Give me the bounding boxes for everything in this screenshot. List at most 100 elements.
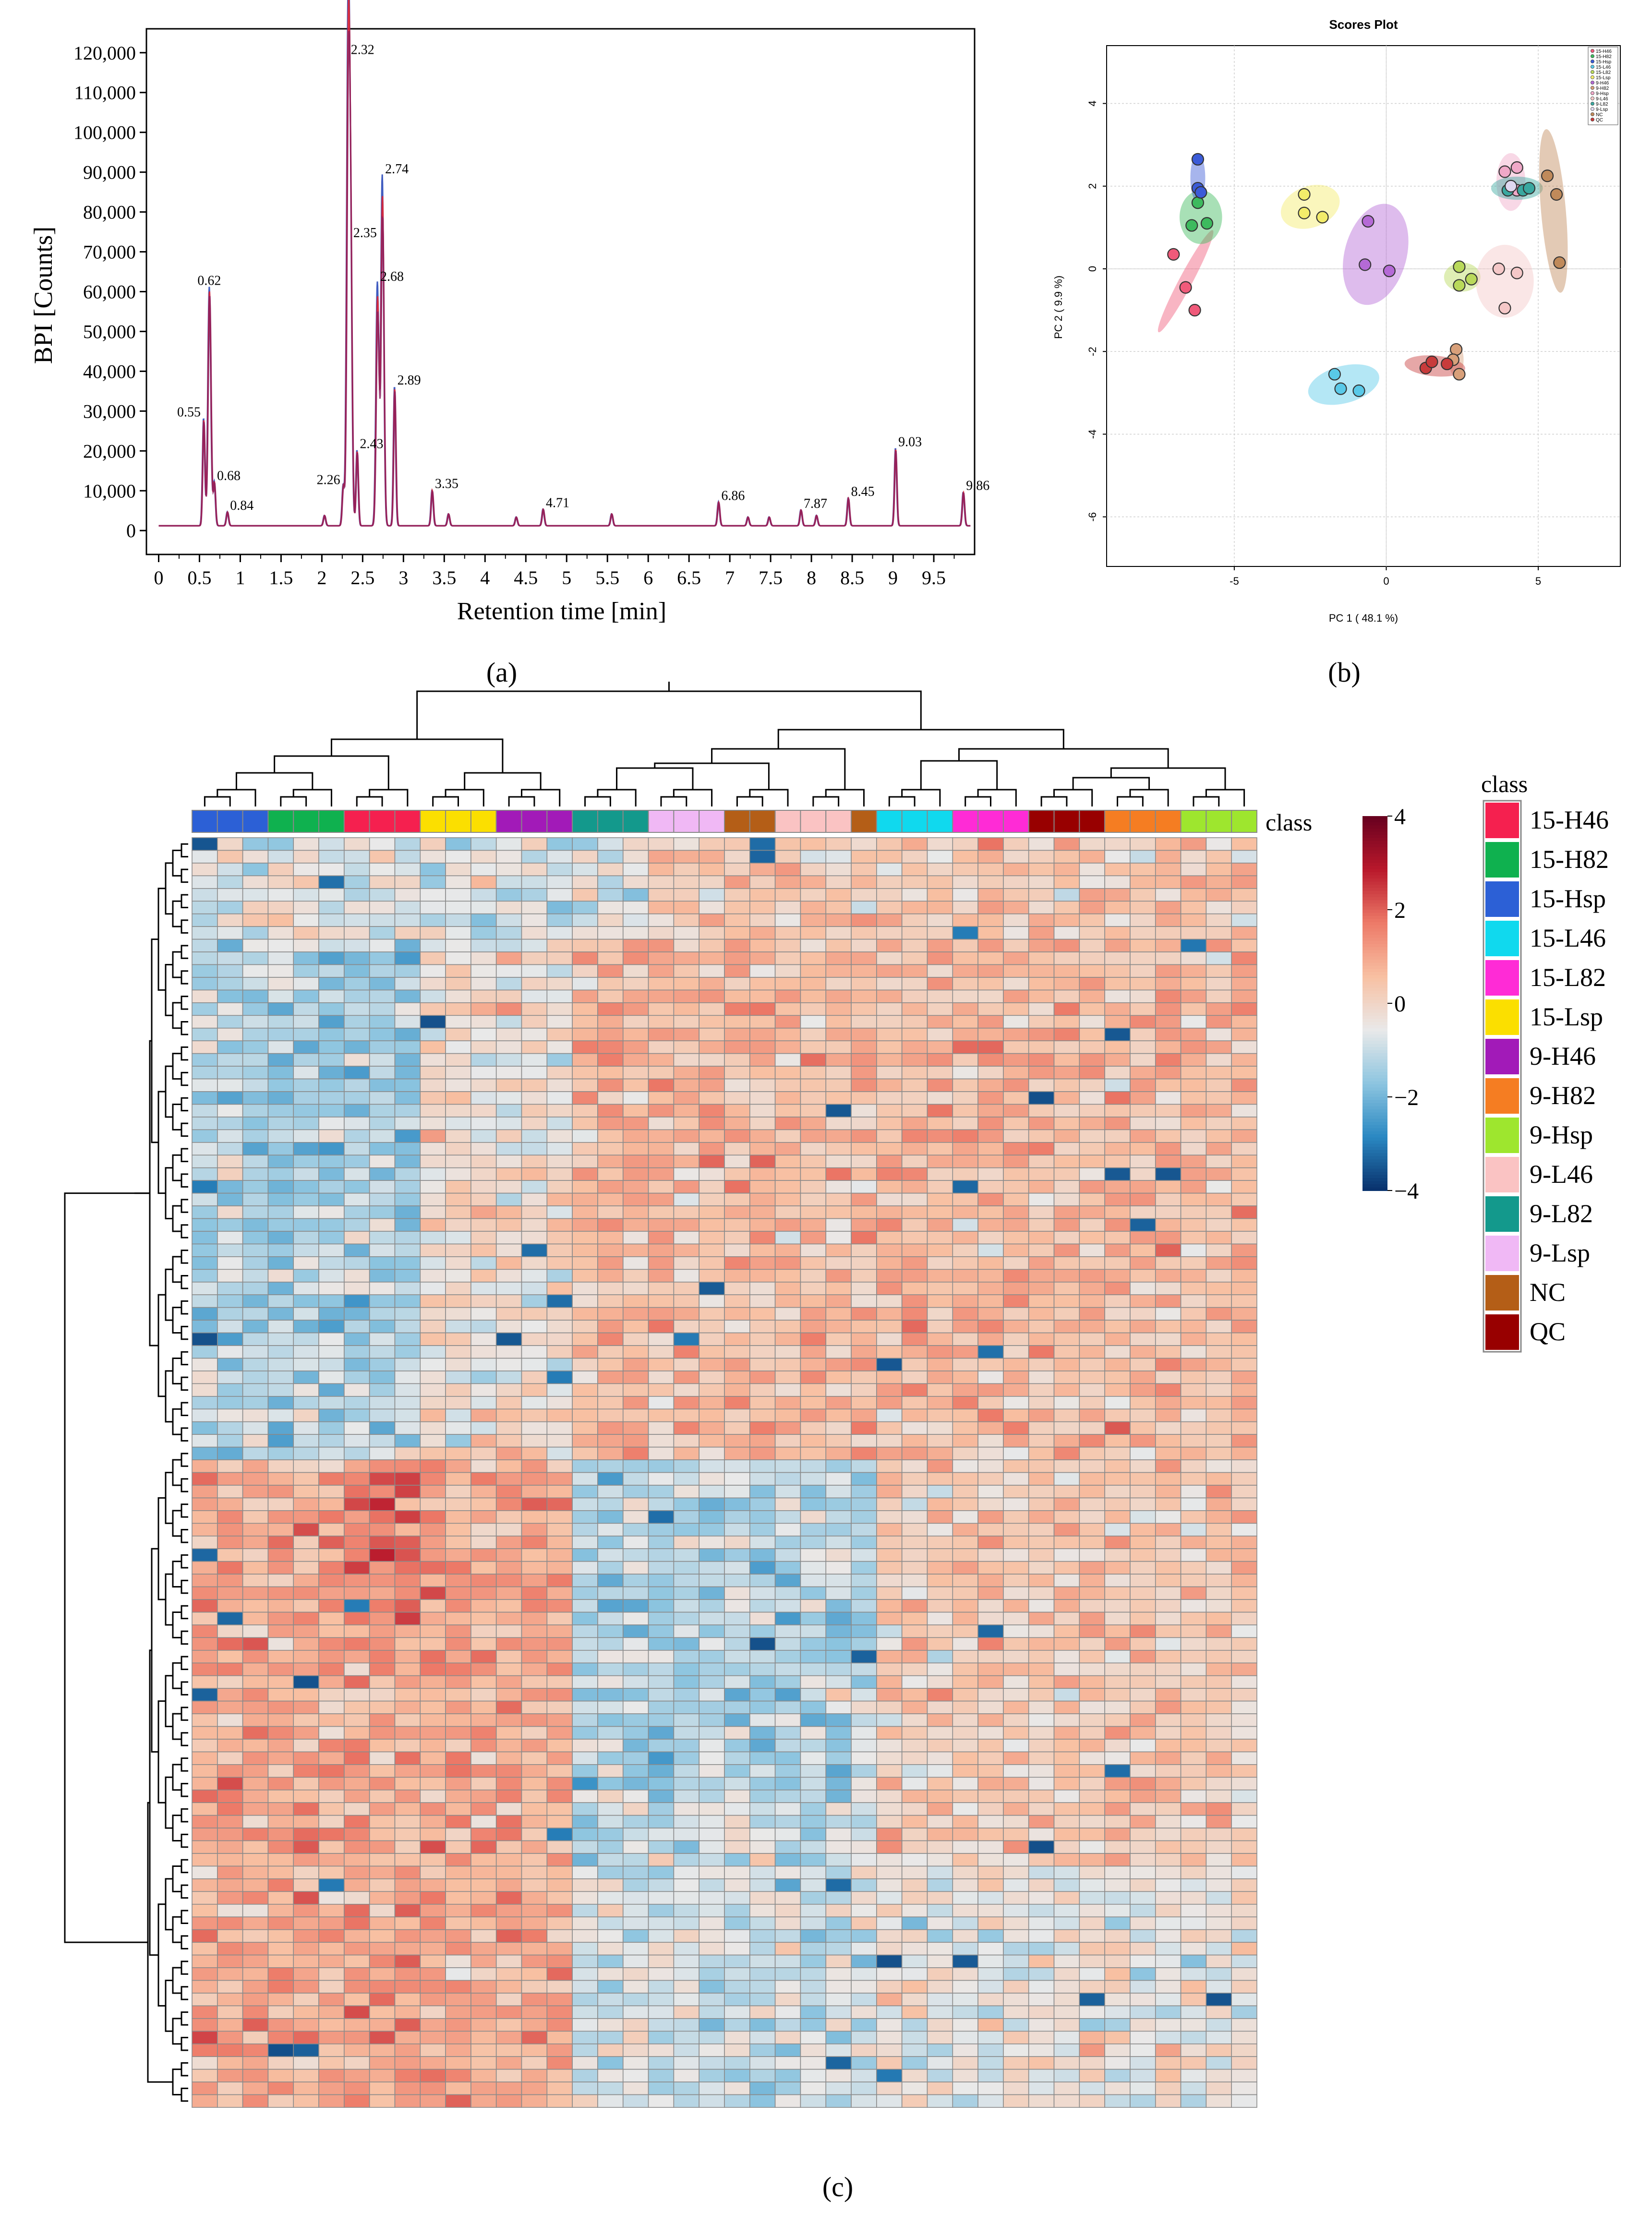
heatmap-cell [673, 1408, 699, 1422]
heatmap-cell [800, 2018, 827, 2032]
heatmap-cell [825, 1751, 852, 1765]
heatmap-cell [1028, 1155, 1055, 1168]
colorbar-segment [1363, 938, 1387, 941]
heatmap-cell [977, 2081, 1004, 2095]
heatmap-cell [1130, 1535, 1156, 1550]
heatmap-cell [293, 1739, 319, 1753]
heatmap-cell [699, 1713, 725, 1727]
heatmap-cell [1206, 1167, 1232, 1181]
heatmap-cell [724, 951, 750, 965]
heatmap-cell [648, 1142, 675, 1156]
heatmap-cell [267, 1078, 294, 1092]
dendrogram-link [151, 1548, 158, 1753]
heatmap-cell [293, 1904, 319, 1918]
heatmap-cell [597, 1535, 624, 1550]
heatmap-cell [876, 1802, 903, 1816]
heatmap-cell [876, 1789, 903, 1804]
heatmap-cell [876, 964, 903, 978]
heatmap-cell [977, 2018, 1004, 2032]
heatmap-cell [420, 964, 446, 978]
class-legend-swatch [1484, 1117, 1520, 1154]
heatmap-cell [217, 1269, 243, 1283]
point-15-H46 [1167, 248, 1180, 261]
heatmap-cell [420, 1777, 446, 1791]
dendrogram-link [172, 1865, 181, 1892]
heatmap-cell [851, 1040, 877, 1054]
heatmap-cell [800, 1281, 827, 1296]
heatmap-cell [217, 1599, 243, 1613]
colorbar-segment [1363, 831, 1387, 835]
class-cell [673, 810, 700, 833]
heatmap-cell [470, 1802, 497, 1816]
heatmap-cell [293, 1535, 319, 1550]
heatmap-cell [344, 1802, 370, 1816]
heatmap-cell [724, 837, 750, 851]
heatmap-cell [1053, 2031, 1080, 2045]
peak-label: 4.71 [546, 495, 569, 510]
heatmap-cell [521, 863, 548, 877]
dendrogram-link [181, 1529, 188, 1543]
heatmap-cell [369, 850, 396, 864]
heatmap-cell [572, 1027, 598, 1042]
heatmap-cell [876, 1002, 903, 1016]
heatmap-cell [293, 1713, 319, 1727]
colorbar-tick-label: 0 [1394, 991, 1406, 1017]
heatmap-cell [825, 1599, 852, 1613]
heatmap-cell [470, 1637, 497, 1651]
heatmap-cell [1231, 2056, 1257, 2070]
heatmap-cell [851, 1002, 877, 1016]
heatmap-cell [901, 1053, 928, 1067]
heatmap-cell [825, 2069, 852, 2082]
heatmap-cell [420, 1713, 446, 1727]
heatmap-cell [445, 1802, 471, 1816]
heatmap-cell [192, 1815, 218, 1828]
heatmap-cell [876, 1129, 903, 1143]
heatmap-cell [1155, 951, 1182, 965]
heatmap-cell [369, 1053, 396, 1067]
heatmap-cell [267, 989, 294, 1003]
heatmap-cell [394, 1739, 421, 1753]
heatmap-cell [420, 989, 446, 1003]
heatmap-cell [192, 1904, 218, 1918]
heatmap-cell [1028, 1535, 1055, 1550]
heatmap-cell [546, 2043, 573, 2057]
heatmap-cell [851, 1078, 877, 1092]
heatmap-cell [1155, 875, 1182, 889]
heatmap-cell [699, 1904, 725, 1918]
heatmap-cell [977, 1624, 1004, 1638]
heatmap-cell [1206, 1383, 1232, 1397]
heatmap-cell [622, 1700, 649, 1714]
heatmap-cell [1003, 1713, 1029, 1727]
heatmap-cell [977, 1015, 1004, 1029]
heatmap-cell [774, 888, 801, 902]
heatmap-cell [749, 1371, 776, 1384]
heatmap-cell [572, 1434, 598, 1448]
heatmap-cell [1079, 1929, 1105, 1943]
heatmap-cell [952, 1446, 978, 1460]
heatmap-cell [369, 1739, 396, 1753]
heatmap-cell [749, 1358, 776, 1371]
heatmap-cell [800, 1078, 827, 1092]
heatmap-cell [293, 1332, 319, 1346]
heatmap-cell [470, 2031, 497, 2045]
heatmap-cell [800, 1320, 827, 1334]
heatmap-cell [318, 1840, 345, 1854]
heatmap-cell [267, 1066, 294, 1080]
heatmap-cell [242, 2094, 269, 2108]
class-legend-label: 15-Hsp [1530, 884, 1606, 913]
heatmap-cell [901, 1256, 928, 1270]
heatmap-cell [927, 1739, 953, 1753]
heatmap-cell [774, 1066, 801, 1080]
heatmap-cell [1155, 1294, 1182, 1308]
heatmap-cell [470, 1396, 497, 1410]
heatmap-cell [699, 1256, 725, 1270]
class-cell [952, 810, 979, 833]
heatmap-cell [774, 1713, 801, 1727]
heatmap-cell [851, 2056, 877, 2070]
heatmap-cell [648, 1104, 675, 1118]
heatmap-cell [344, 2069, 370, 2082]
heatmap-cell [774, 1358, 801, 1371]
heatmap-cell [521, 1510, 548, 1524]
heatmap-cell [546, 888, 573, 902]
heatmap-cell [1155, 1840, 1182, 1854]
